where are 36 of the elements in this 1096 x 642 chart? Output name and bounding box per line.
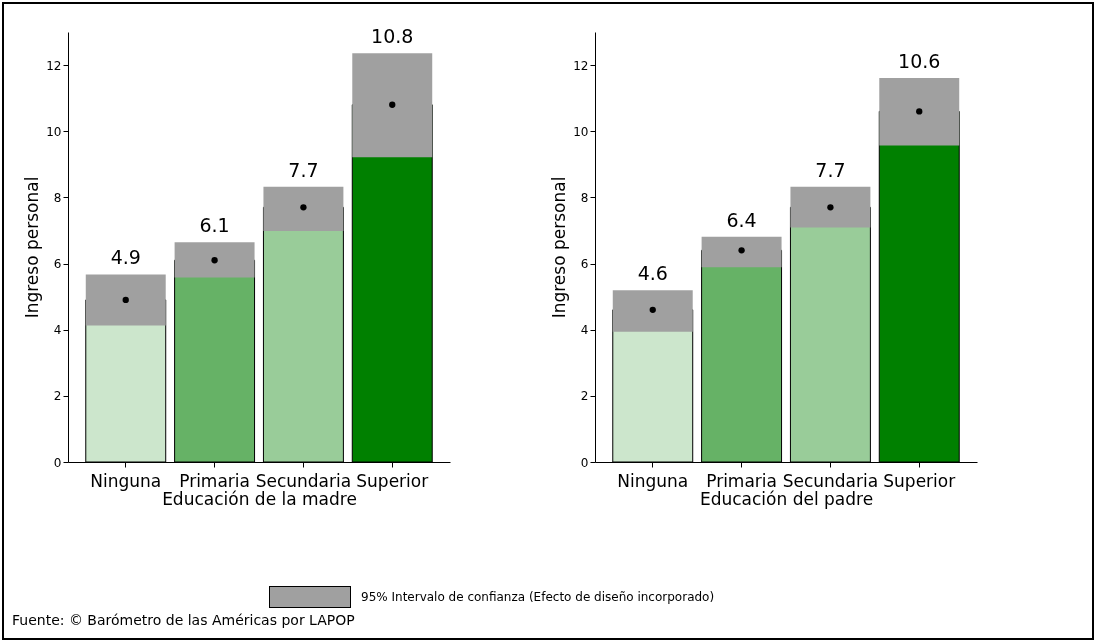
y-axis-title: Ingreso personal <box>22 176 43 319</box>
data-label: 10.8 <box>371 25 414 48</box>
data-label: 6.4 <box>726 208 757 231</box>
x-axis-title: Educación de la madre <box>162 488 357 509</box>
y-tick-label: 8 <box>580 190 589 205</box>
data-label: 10.6 <box>898 49 941 72</box>
x-tick-label: Secundaria <box>782 470 879 491</box>
y-tick-label: 2 <box>53 389 62 404</box>
y-tick-label: 6 <box>53 257 62 272</box>
y-tick-label: 6 <box>580 257 589 272</box>
data-label: 4.9 <box>110 246 141 269</box>
y-tick-label: 12 <box>46 58 62 73</box>
text: 95% Intervalo de confianza (Efecto de diseño incorporado) <box>361 590 715 604</box>
x-tick-label: Secundaria <box>255 470 352 491</box>
y-tick-label: 0 <box>53 455 62 470</box>
data-label: 7.7 <box>288 158 319 181</box>
source-note: Fuente: © Barómetro de las Américas por LAPOP <box>12 612 355 628</box>
data-label: 4.6 <box>637 262 668 285</box>
x-tick-label: Ninguna <box>90 470 162 491</box>
y-tick-label: 10 <box>46 124 62 139</box>
x-tick-label: Superior <box>356 470 429 491</box>
x-tick-label: Ninguna <box>617 470 689 491</box>
data-label: 7.7 <box>815 158 846 181</box>
x-tick-label: Superior <box>883 470 956 491</box>
x-tick-label: Primaria <box>706 470 777 491</box>
y-tick-label: 10 <box>573 124 589 139</box>
x-tick-label: Primaria <box>179 470 250 491</box>
y-tick-label: 2 <box>580 389 589 404</box>
y-tick-label: 4 <box>580 323 589 338</box>
data-label: 6.1 <box>199 214 230 237</box>
y-tick-label: 12 <box>573 58 589 73</box>
y-axis-title: Ingreso personal <box>549 176 570 319</box>
x-axis-title: Educación del padre <box>699 488 874 509</box>
y-tick-label: 0 <box>580 455 589 470</box>
y-tick-label: 4 <box>53 323 62 338</box>
y-tick-label: 8 <box>53 190 62 205</box>
